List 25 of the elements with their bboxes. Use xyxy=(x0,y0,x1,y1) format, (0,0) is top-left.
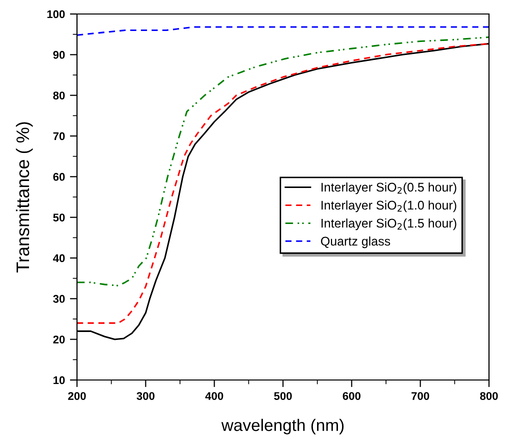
y-tick-label: 40 xyxy=(53,254,65,262)
legend-label: Interlayer SiO$_{2}$(0.5 hour) xyxy=(322,182,456,194)
y-axis-title: Transmittance ( %) xyxy=(16,122,33,272)
x-tick-label: 800 xyxy=(480,392,498,400)
y-tick-label: 70 xyxy=(53,132,65,140)
x-axis-title: wavelength (nm) xyxy=(221,418,344,434)
y-tick-label: 10 xyxy=(54,376,65,384)
legend-label: Interlayer SiO$_{2}$(1.0 hour) xyxy=(322,200,456,212)
line-series xyxy=(77,36,489,286)
x-tick-label: 700 xyxy=(412,392,430,400)
x-tick-label: 400 xyxy=(205,392,224,400)
y-tick-label: 90 xyxy=(53,50,65,59)
line-series xyxy=(77,26,489,36)
y-tick-label: 20 xyxy=(53,336,65,344)
x-tick-label: 600 xyxy=(342,392,360,400)
x-tick-label: 200 xyxy=(68,392,86,400)
legend-label: Quartz glass xyxy=(320,236,390,248)
y-tick-label: 50 xyxy=(53,214,65,222)
y-tick-label: 30 xyxy=(53,294,65,303)
y-tick-label: 80 xyxy=(53,92,65,100)
legend-label: Interlayer SiO$_{2}$(1.5 hour) xyxy=(322,218,456,230)
x-tick-label: 500 xyxy=(274,392,292,400)
x-tick-label: 300 xyxy=(136,392,154,400)
y-tick-label: 100 xyxy=(47,10,65,18)
y-tick-label: 60 xyxy=(53,172,65,181)
